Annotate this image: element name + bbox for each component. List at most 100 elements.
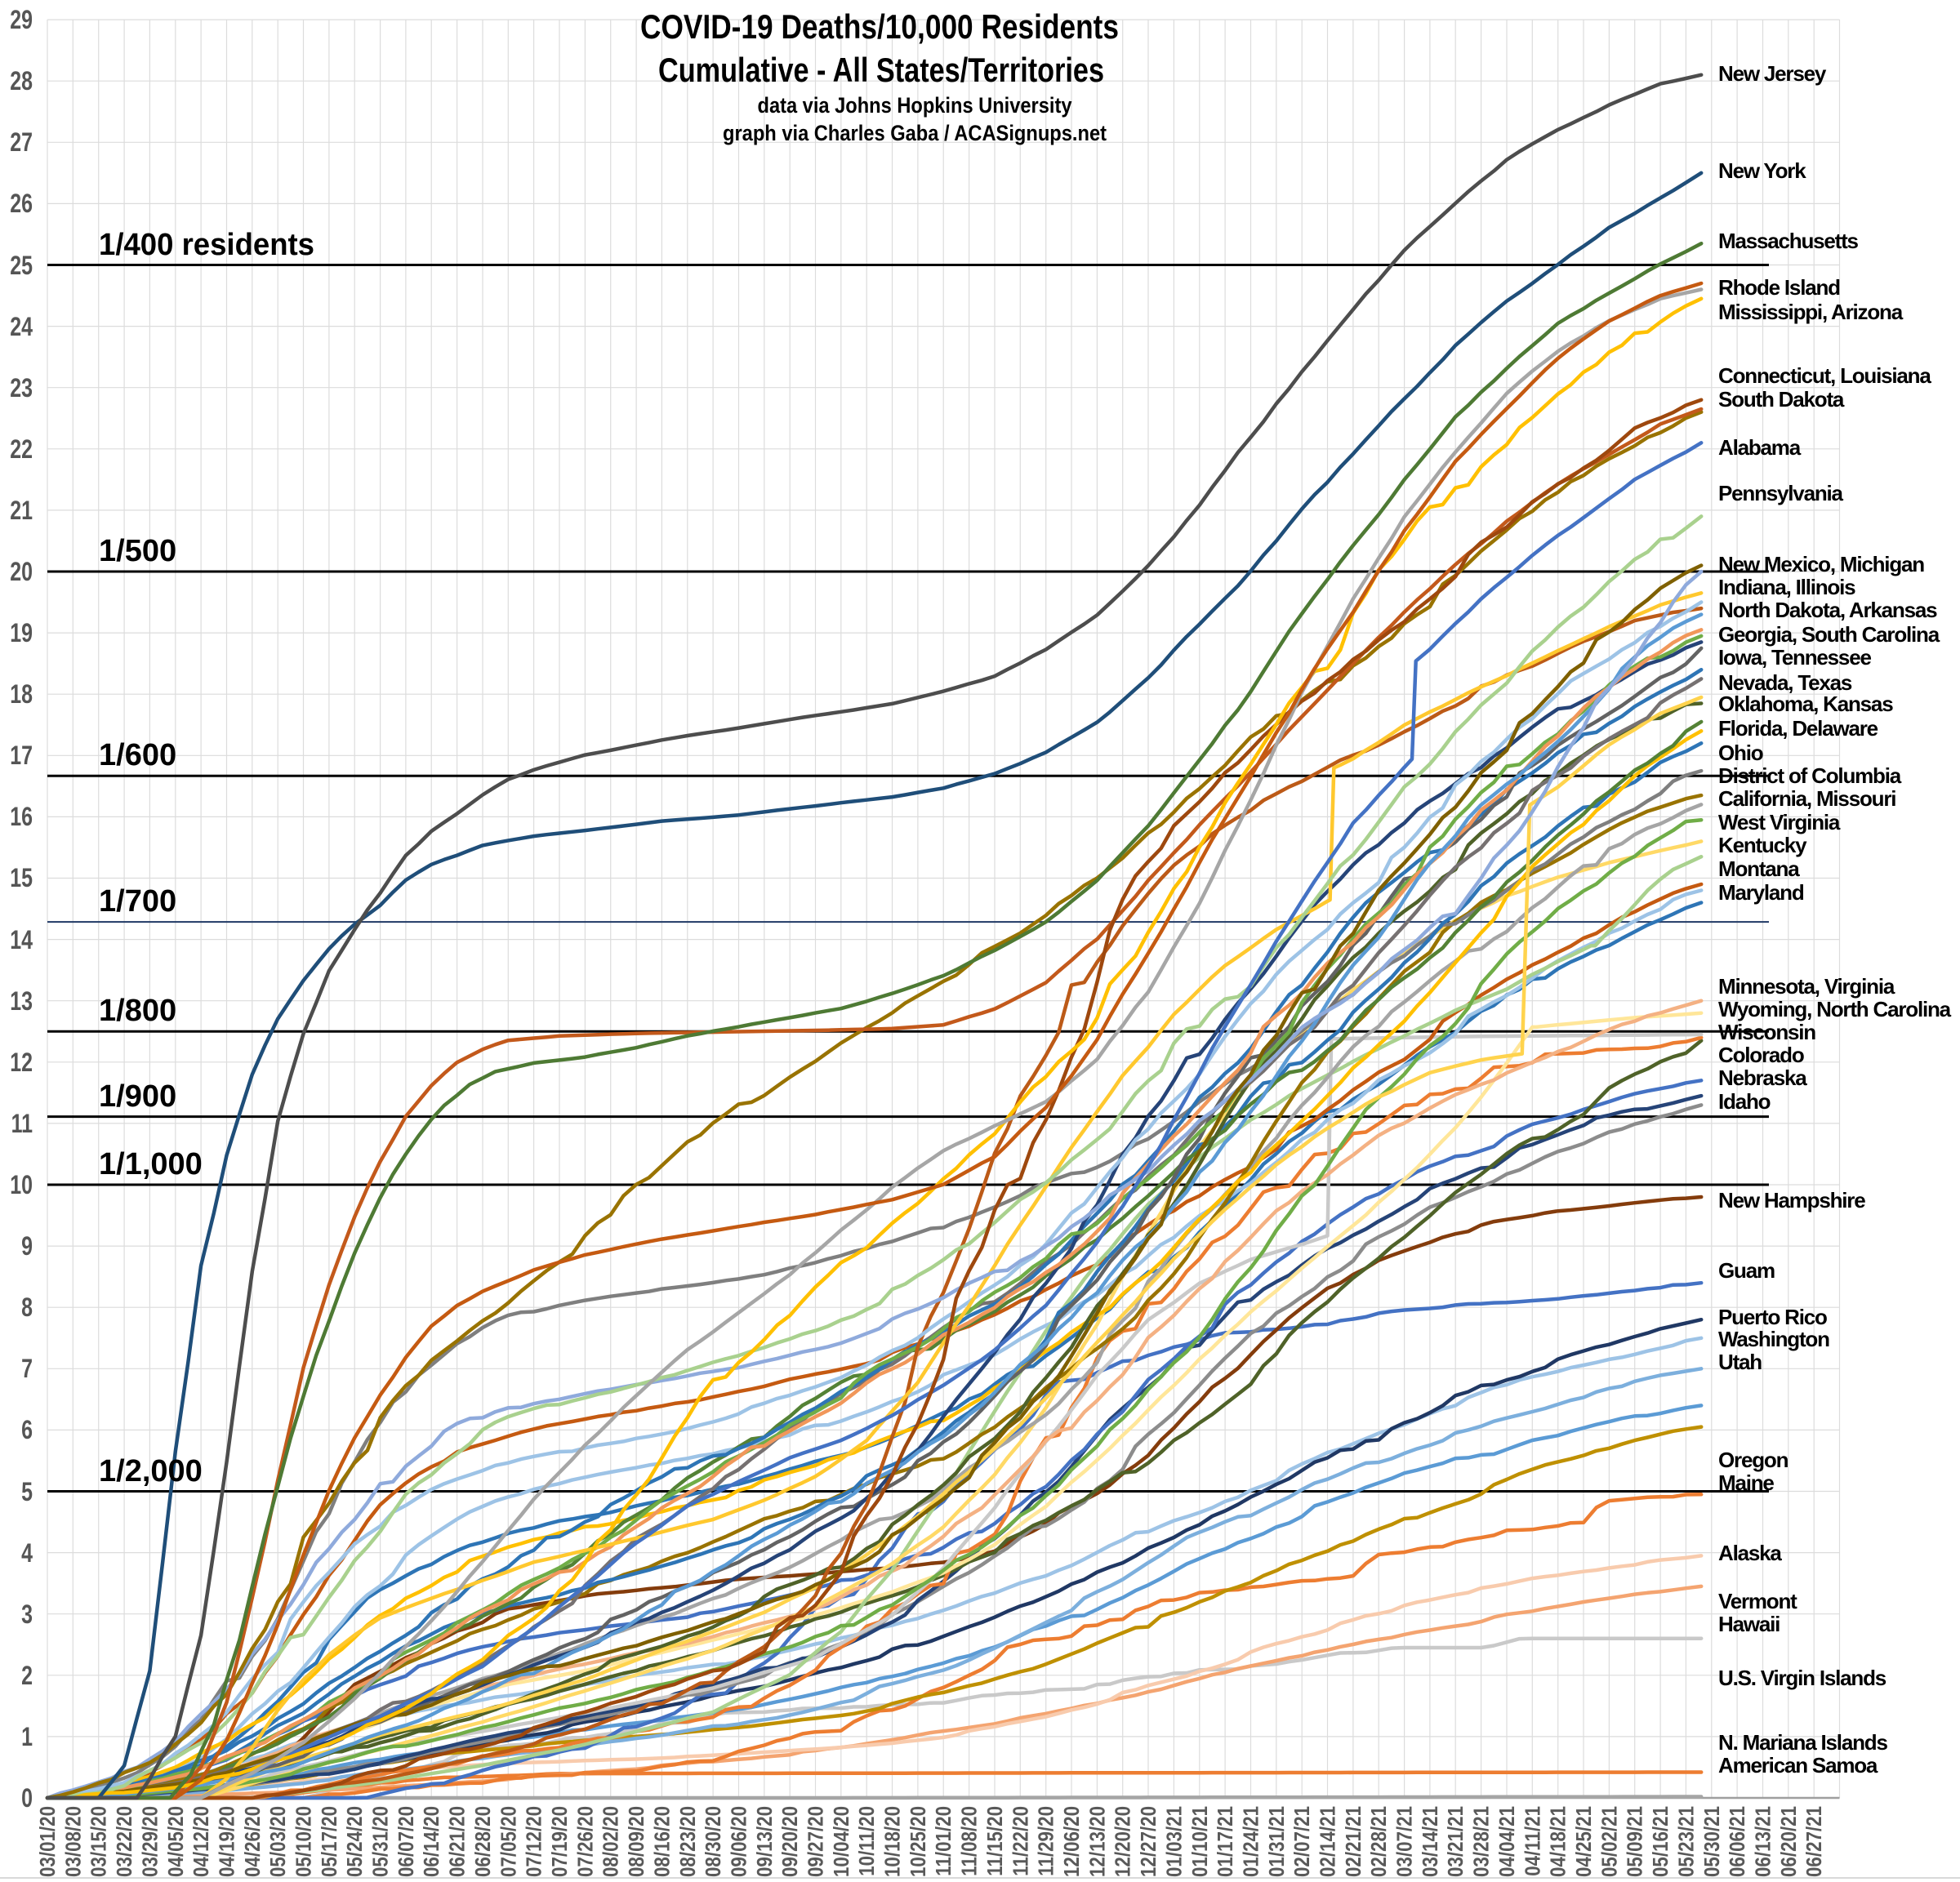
svg-text:07/12/20: 07/12/20 <box>523 1806 546 1877</box>
svg-text:20: 20 <box>10 558 33 587</box>
svg-text:Washington: Washington <box>1718 1327 1829 1351</box>
svg-text:Vermont: Vermont <box>1718 1589 1797 1613</box>
svg-text:Oklahoma, Kansas: Oklahoma, Kansas <box>1718 692 1893 716</box>
svg-text:01/03/21: 01/03/21 <box>1163 1806 1187 1877</box>
svg-text:03/21/21: 03/21/21 <box>1445 1806 1468 1877</box>
svg-text:1/1,000: 1/1,000 <box>99 1147 203 1181</box>
svg-text:11/29/20: 11/29/20 <box>1035 1806 1058 1876</box>
svg-text:11: 11 <box>11 1110 33 1139</box>
svg-text:Minnesota, Virginia: Minnesota, Virginia <box>1718 974 1895 999</box>
svg-text:07/19/20: 07/19/20 <box>548 1806 572 1877</box>
svg-text:09/27/20: 09/27/20 <box>804 1806 828 1877</box>
svg-text:Maine: Maine <box>1718 1470 1774 1495</box>
svg-text:06/27/21: 06/27/21 <box>1803 1806 1827 1877</box>
svg-text:05/30/21: 05/30/21 <box>1700 1806 1724 1877</box>
svg-text:29: 29 <box>10 6 33 35</box>
svg-text:N. Mariana Islands: N. Mariana Islands <box>1718 1730 1887 1755</box>
svg-text:9: 9 <box>21 1232 33 1261</box>
svg-text:04/04/21: 04/04/21 <box>1495 1806 1519 1877</box>
svg-text:08/09/20: 08/09/20 <box>626 1806 649 1877</box>
svg-text:10/11/20: 10/11/20 <box>856 1806 880 1876</box>
svg-text:Idaho: Idaho <box>1718 1089 1771 1114</box>
svg-text:21: 21 <box>10 496 33 526</box>
svg-text:05/31/20: 05/31/20 <box>369 1806 393 1877</box>
svg-text:09/13/20: 09/13/20 <box>753 1806 777 1877</box>
svg-text:Colorado: Colorado <box>1718 1043 1804 1067</box>
svg-text:New Jersey: New Jersey <box>1718 61 1827 86</box>
svg-text:1: 1 <box>21 1723 33 1752</box>
svg-text:8: 8 <box>21 1293 33 1323</box>
svg-text:1/700: 1/700 <box>99 884 176 919</box>
svg-text:Oregon: Oregon <box>1718 1448 1788 1472</box>
svg-text:06/14/20: 06/14/20 <box>421 1806 444 1877</box>
svg-text:07/26/20: 07/26/20 <box>574 1806 598 1877</box>
svg-text:02/28/21: 02/28/21 <box>1368 1806 1392 1877</box>
svg-text:7: 7 <box>21 1355 33 1384</box>
svg-text:04/18/21: 04/18/21 <box>1547 1806 1570 1877</box>
svg-text:04/12/20: 04/12/20 <box>190 1806 214 1877</box>
svg-text:Montana: Montana <box>1718 856 1800 881</box>
svg-text:5: 5 <box>21 1478 33 1507</box>
svg-text:25: 25 <box>10 251 33 281</box>
svg-text:11/01/20: 11/01/20 <box>933 1806 956 1876</box>
svg-text:U.S. Virgin Islands: U.S. Virgin Islands <box>1718 1666 1886 1690</box>
svg-text:Massachusetts: Massachusetts <box>1718 229 1859 253</box>
svg-text:01/31/21: 01/31/21 <box>1265 1806 1289 1877</box>
svg-text:16: 16 <box>10 803 33 832</box>
svg-text:Cumulative - All States/Territ: Cumulative - All States/Territories <box>658 51 1104 89</box>
svg-text:Wisconsin: Wisconsin <box>1718 1020 1815 1044</box>
svg-text:Ohio: Ohio <box>1718 741 1763 765</box>
svg-text:12/06/20: 12/06/20 <box>1060 1806 1084 1877</box>
svg-text:10/25/20: 10/25/20 <box>906 1806 930 1877</box>
svg-text:01/17/21: 01/17/21 <box>1214 1806 1238 1877</box>
svg-text:06/13/21: 06/13/21 <box>1752 1806 1775 1877</box>
svg-text:03/07/21: 03/07/21 <box>1393 1806 1417 1877</box>
svg-text:15: 15 <box>10 864 33 893</box>
svg-text:South Dakota: South Dakota <box>1718 387 1845 412</box>
svg-text:03/01/20: 03/01/20 <box>36 1806 60 1877</box>
svg-text:data via Johns Hopkins Univers: data via Johns Hopkins University <box>758 93 1072 118</box>
svg-text:27: 27 <box>10 128 33 158</box>
svg-text:COVID-19 Deaths/10,000 Residen: COVID-19 Deaths/10,000 Residents <box>640 7 1119 46</box>
svg-text:06/21/20: 06/21/20 <box>446 1806 470 1877</box>
svg-text:4: 4 <box>21 1539 33 1568</box>
svg-text:03/08/20: 03/08/20 <box>62 1806 86 1877</box>
svg-text:06/06/21: 06/06/21 <box>1726 1806 1750 1877</box>
svg-text:10/04/20: 10/04/20 <box>830 1806 853 1877</box>
svg-text:04/25/21: 04/25/21 <box>1572 1806 1596 1877</box>
svg-text:07/05/20: 07/05/20 <box>497 1806 521 1877</box>
svg-text:12: 12 <box>10 1048 33 1078</box>
svg-text:District of Columbia: District of Columbia <box>1718 763 1902 788</box>
svg-text:03/29/20: 03/29/20 <box>139 1806 163 1877</box>
svg-text:12/20/20: 12/20/20 <box>1111 1806 1135 1877</box>
svg-text:13: 13 <box>10 987 33 1017</box>
svg-text:08/02/20: 08/02/20 <box>599 1806 623 1877</box>
svg-text:Utah: Utah <box>1718 1350 1762 1374</box>
svg-text:Hawaii: Hawaii <box>1718 1612 1780 1636</box>
svg-text:2: 2 <box>21 1662 33 1691</box>
svg-text:08/16/20: 08/16/20 <box>651 1806 675 1877</box>
svg-text:Nevada, Texas: Nevada, Texas <box>1718 670 1852 695</box>
svg-text:Mississippi, Arizona: Mississippi, Arizona <box>1718 300 1904 324</box>
svg-text:02/14/21: 02/14/21 <box>1316 1806 1340 1877</box>
svg-text:California, Missouri: California, Missouri <box>1718 786 1895 811</box>
svg-text:Georgia, South Carolina: Georgia, South Carolina <box>1718 622 1940 647</box>
svg-text:1/600: 1/600 <box>99 738 176 772</box>
svg-text:02/07/21: 02/07/21 <box>1291 1806 1315 1877</box>
svg-text:11/08/20: 11/08/20 <box>958 1806 982 1876</box>
svg-text:Indiana, Illinois: Indiana, Illinois <box>1718 575 1855 599</box>
svg-text:New Hampshire: New Hampshire <box>1718 1188 1865 1212</box>
svg-text:18: 18 <box>10 680 33 710</box>
svg-text:Pennsylvania: Pennsylvania <box>1718 481 1844 505</box>
svg-text:Nebraska: Nebraska <box>1718 1066 1807 1090</box>
svg-text:1/2,000: 1/2,000 <box>99 1454 203 1488</box>
svg-text:04/05/20: 04/05/20 <box>164 1806 188 1877</box>
svg-text:New York: New York <box>1718 158 1806 183</box>
svg-text:09/20/20: 09/20/20 <box>779 1806 803 1877</box>
svg-text:10/18/20: 10/18/20 <box>881 1806 905 1877</box>
svg-text:06/20/21: 06/20/21 <box>1777 1806 1801 1877</box>
svg-text:New Mexico, Michigan: New Mexico, Michigan <box>1718 552 1924 576</box>
svg-text:09/06/20: 09/06/20 <box>728 1806 751 1877</box>
svg-text:Iowa, Tennessee: Iowa, Tennessee <box>1718 645 1871 670</box>
svg-text:23: 23 <box>10 374 33 403</box>
